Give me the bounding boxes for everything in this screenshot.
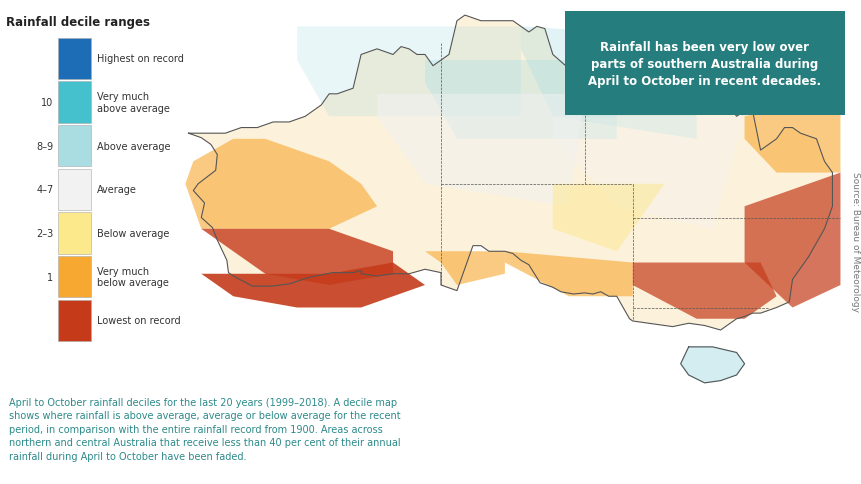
Polygon shape — [632, 263, 776, 319]
Text: April to October rainfall deciles for the last 20 years (1999–2018). A decile ma: April to October rainfall deciles for th… — [9, 397, 400, 461]
Polygon shape — [189, 16, 832, 330]
Text: Below average: Below average — [97, 228, 170, 239]
Text: 1: 1 — [47, 272, 53, 282]
Text: Rainfall decile ranges: Rainfall decile ranges — [6, 16, 151, 29]
Polygon shape — [185, 139, 376, 229]
Text: Very much
above average: Very much above average — [97, 92, 170, 114]
Bar — [58, 126, 90, 167]
Polygon shape — [424, 252, 505, 286]
Polygon shape — [505, 252, 632, 297]
FancyBboxPatch shape — [564, 12, 844, 116]
Bar — [58, 169, 90, 211]
Polygon shape — [616, 39, 776, 117]
Bar — [58, 257, 90, 298]
Text: Rainfall has been very low over
parts of southern Australia during
April to Octo: Rainfall has been very low over parts of… — [587, 41, 821, 88]
Bar — [58, 82, 90, 123]
Bar — [58, 300, 90, 341]
Polygon shape — [520, 27, 696, 139]
Bar — [58, 39, 90, 80]
Text: 2–3: 2–3 — [36, 228, 53, 239]
Polygon shape — [201, 263, 424, 308]
Bar — [58, 213, 90, 254]
Polygon shape — [297, 27, 520, 117]
Polygon shape — [376, 95, 584, 207]
Polygon shape — [552, 184, 664, 252]
Text: Average: Average — [97, 185, 137, 195]
Text: 4–7: 4–7 — [36, 185, 53, 195]
Text: 8–9: 8–9 — [36, 141, 53, 151]
Polygon shape — [552, 117, 744, 229]
Polygon shape — [193, 229, 393, 286]
Text: Above average: Above average — [97, 141, 170, 151]
Text: Lowest on record: Lowest on record — [97, 316, 181, 326]
Polygon shape — [744, 173, 839, 308]
Polygon shape — [744, 95, 839, 173]
Text: Source: Bureau of Meteorology: Source: Bureau of Meteorology — [851, 172, 859, 312]
Text: Very much
below average: Very much below average — [97, 266, 169, 288]
Text: Highest on record: Highest on record — [97, 54, 184, 64]
Polygon shape — [424, 61, 616, 139]
Text: 10: 10 — [41, 98, 53, 108]
Polygon shape — [680, 347, 744, 383]
